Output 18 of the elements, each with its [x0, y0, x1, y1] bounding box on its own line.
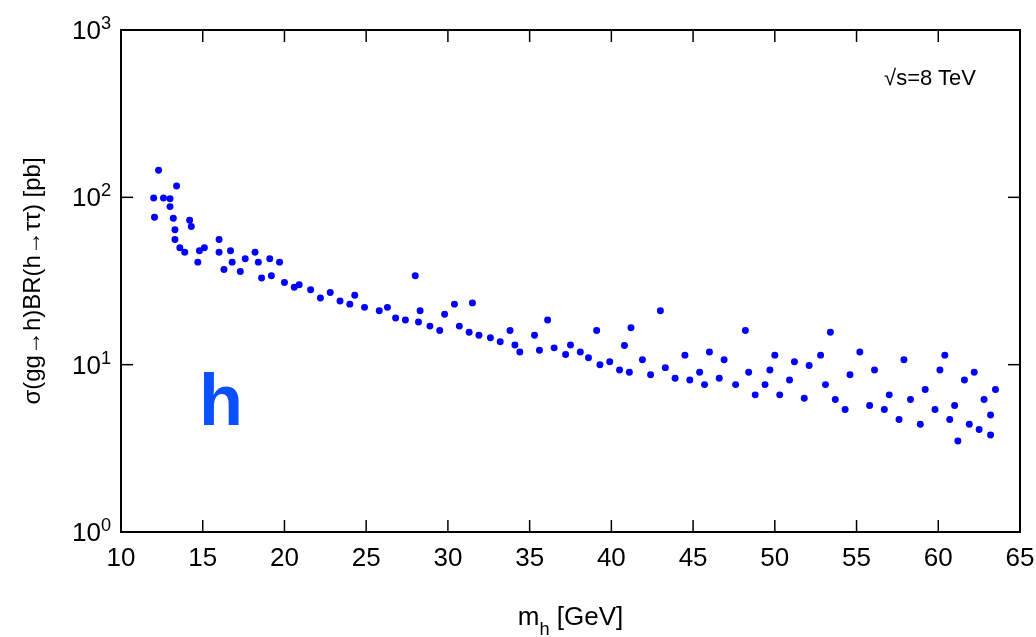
x-tick-label: 50 [760, 542, 790, 572]
x-axis-title: m$_{h}$ [GeV] [517, 601, 624, 637]
x-tick-label: 55 [842, 542, 872, 572]
annotation: √s=8 TeV [884, 65, 977, 90]
x-tick-label: 40 [596, 542, 626, 572]
x-tick-label: 60 [923, 542, 953, 572]
x-tick-label: 35 [515, 542, 545, 572]
annotation: h [199, 360, 243, 440]
y-tick-label: 10$^{1}$ [71, 347, 111, 380]
x-tick-label: 30 [433, 542, 463, 572]
x-tick-label: 65 [1005, 542, 1035, 572]
x-tick-label: 25 [351, 542, 381, 572]
x-tick-label: 20 [269, 542, 299, 572]
x-tick-label: 45 [678, 542, 708, 572]
y-axis-title: σ(gg→h)BR(h→ττ) [pb] [18, 157, 45, 405]
y-tick-label: 10$^{2}$ [71, 180, 111, 213]
x-tick-label: 15 [188, 542, 218, 572]
y-tick-label: 10$^{3}$ [71, 13, 111, 45]
